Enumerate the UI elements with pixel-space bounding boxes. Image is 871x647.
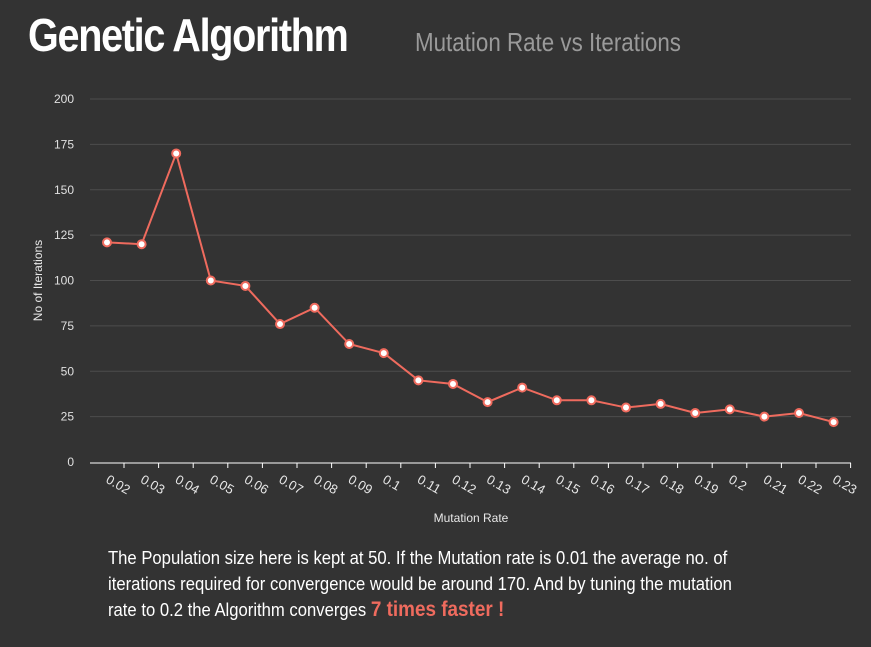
data-point — [171, 148, 182, 159]
page-title: Genetic Algorithm — [28, 9, 349, 61]
x-tick-label: 0.15 — [553, 472, 582, 498]
data-point — [448, 378, 458, 389]
caption: The Population size here is kept at 50. … — [108, 545, 738, 623]
caption-highlight: 7 times faster ! — [370, 598, 505, 621]
x-tick-label: 0.04 — [173, 472, 202, 498]
y-tick-label: 0 — [67, 455, 74, 469]
data-point — [136, 239, 147, 250]
x-tick-label: 0.09 — [346, 472, 375, 498]
x-tick-label: 0.23 — [830, 472, 859, 498]
data-point — [275, 319, 285, 330]
y-tick-label: 175 — [54, 137, 74, 151]
x-tick-label: 0.21 — [761, 472, 790, 498]
data-point — [205, 275, 216, 286]
data-point — [240, 280, 251, 291]
y-tick-label: 125 — [54, 228, 74, 242]
data-point — [378, 348, 389, 359]
x-tick-label: 0.13 — [484, 472, 513, 498]
data-point — [551, 395, 562, 406]
y-tick-label: 150 — [54, 183, 74, 197]
x-tick-label: 0.03 — [138, 472, 167, 498]
series-line — [106, 150, 834, 424]
data-point — [690, 407, 701, 418]
x-axis-title: Mutation Rate — [434, 511, 509, 525]
data-point — [413, 375, 424, 386]
x-tick-label: 0.02 — [104, 472, 133, 498]
x-tick-label: 0.06 — [242, 472, 271, 498]
caption-text: The Population size here is kept at 50. … — [108, 547, 732, 620]
x-tick-label: 0.08 — [311, 472, 340, 498]
data-point — [517, 382, 528, 393]
x-tick-label: 0.22 — [796, 472, 825, 498]
y-tick-label: 100 — [54, 274, 74, 288]
page-subtitle: Mutation Rate vs Iterations — [415, 27, 681, 57]
x-tick-label: 0.11 — [415, 472, 444, 497]
y-tick-label: 25 — [61, 410, 75, 424]
data-point — [482, 397, 493, 408]
y-axis-title: No of Iterations — [31, 240, 45, 321]
data-point — [344, 339, 355, 350]
data-point — [794, 407, 804, 418]
x-tick-label: 0.14 — [519, 472, 548, 498]
data-point — [309, 302, 320, 313]
x-tick-label: 0.12 — [450, 472, 479, 498]
x-tick-label: 0.17 — [623, 472, 652, 498]
x-tick-label: 0.07 — [277, 472, 306, 498]
header: Genetic Algorithm Mutation Rate vs Itera… — [28, 8, 724, 68]
data-point — [759, 411, 770, 422]
x-tick-label: 0.19 — [692, 472, 721, 498]
x-tick-label: 0.05 — [207, 472, 236, 498]
data-point — [586, 395, 597, 406]
x-tick-label: 0.18 — [657, 472, 686, 498]
y-tick-label: 50 — [61, 364, 75, 378]
x-tick-label: 0.16 — [588, 472, 617, 498]
data-point — [102, 237, 112, 248]
data-point — [724, 404, 735, 415]
x-tick-label: 0.2 — [726, 472, 749, 494]
y-tick-label: 75 — [61, 319, 75, 333]
data-point — [655, 398, 666, 409]
data-point — [621, 402, 631, 413]
x-tick-label: 0.1 — [380, 472, 403, 494]
data-point — [828, 417, 839, 428]
y-tick-label: 200 — [54, 92, 74, 106]
